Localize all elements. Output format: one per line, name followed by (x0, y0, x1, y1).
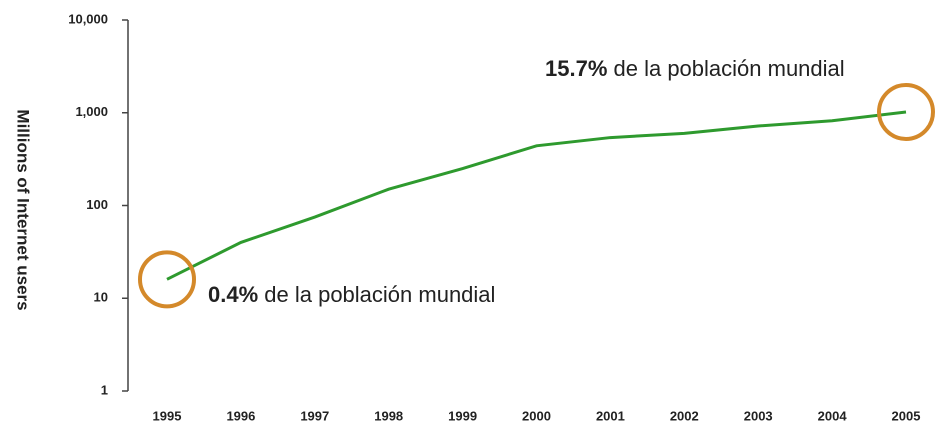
x-tick-label: 2001 (596, 408, 625, 423)
x-tick-label: 2002 (670, 408, 699, 423)
annotation-text: de la población mundial (258, 282, 495, 307)
x-tick-label: 1998 (374, 408, 403, 423)
annotation-bold: 15.7% (545, 56, 607, 81)
y-tick-label: 10 (94, 290, 108, 305)
x-tick-label: 2004 (818, 408, 848, 423)
highlight-circle (138, 250, 196, 309)
y-tick-label: 100 (86, 197, 108, 212)
x-tick-label: 2005 (892, 408, 921, 423)
annotation: 15.7% de la población mundial (545, 56, 845, 81)
x-tick-label: 1999 (448, 408, 477, 423)
highlight-circle (877, 82, 935, 141)
x-tick-label: 2003 (744, 408, 773, 423)
x-tick-label: 1997 (300, 408, 329, 423)
annotation: 0.4% de la población mundial (208, 282, 495, 307)
y-axis-label: Millions of Internet users (14, 109, 33, 310)
x-tick-label: 2000 (522, 408, 551, 423)
x-tick-label: 1996 (226, 408, 255, 423)
y-tick-label: 1,000 (75, 104, 108, 119)
y-tick-label: 10,000 (68, 11, 108, 26)
annotation-text: de la población mundial (607, 56, 844, 81)
annotation-bold: 0.4% (208, 282, 258, 307)
y-tick-label: 1 (101, 382, 108, 397)
x-tick-label: 1995 (153, 408, 182, 423)
line-series (166, 110, 907, 281)
